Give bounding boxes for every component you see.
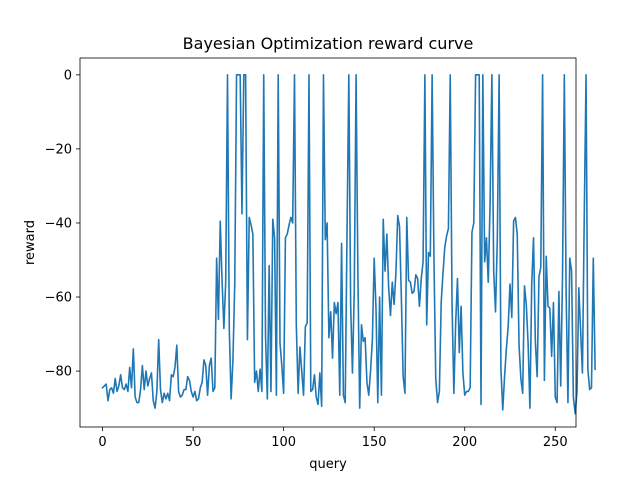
y-tick-label: −80 — [45, 365, 72, 380]
x-axis-label: query — [309, 457, 347, 472]
x-tick-label: 250 — [543, 435, 568, 450]
axes-frame — [79, 57, 577, 428]
x-tick-label: 200 — [452, 435, 477, 450]
y-tick-label: 0 — [64, 68, 72, 83]
x-tick-label: 0 — [98, 435, 106, 450]
plot-area — [101, 74, 596, 415]
y-tick-label: −60 — [45, 291, 72, 306]
x-tick-label: 50 — [185, 435, 202, 450]
y-tick-label: −20 — [45, 142, 72, 157]
series-line-reward — [101, 74, 596, 415]
chart-title: Bayesian Optimization reward curve — [183, 34, 474, 53]
x-tick-label: 100 — [271, 435, 296, 450]
y-axis-label: reward — [23, 220, 38, 265]
x-tick-label: 150 — [362, 435, 387, 450]
y-tick-label: −40 — [45, 216, 72, 231]
tick-layer: 0 50 100 150 200 250 0 −20 −40 −60 −80 — [45, 68, 568, 450]
